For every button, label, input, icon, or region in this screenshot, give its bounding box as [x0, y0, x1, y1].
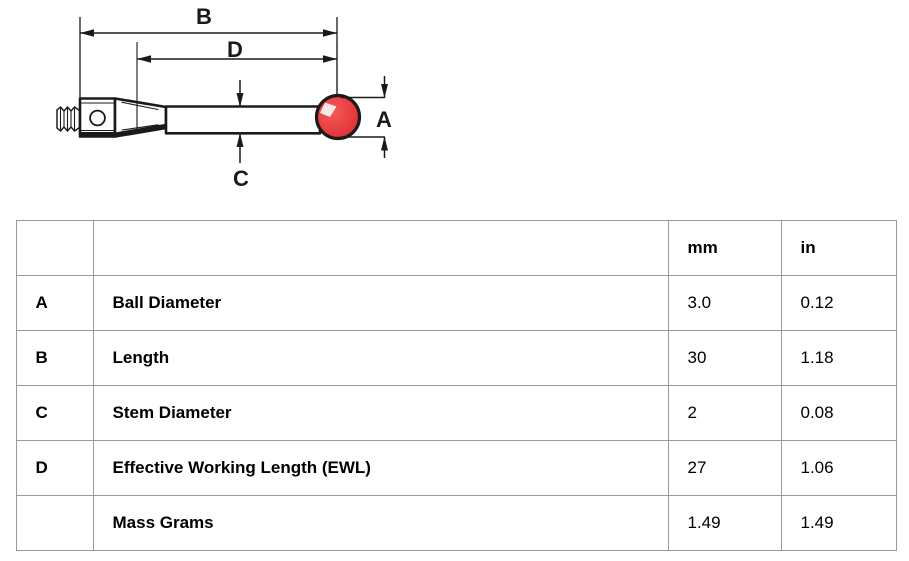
svg-text:B: B	[196, 4, 212, 29]
svg-text:D: D	[227, 37, 243, 62]
svg-text:C: C	[233, 166, 249, 191]
svg-text:A: A	[376, 107, 392, 132]
